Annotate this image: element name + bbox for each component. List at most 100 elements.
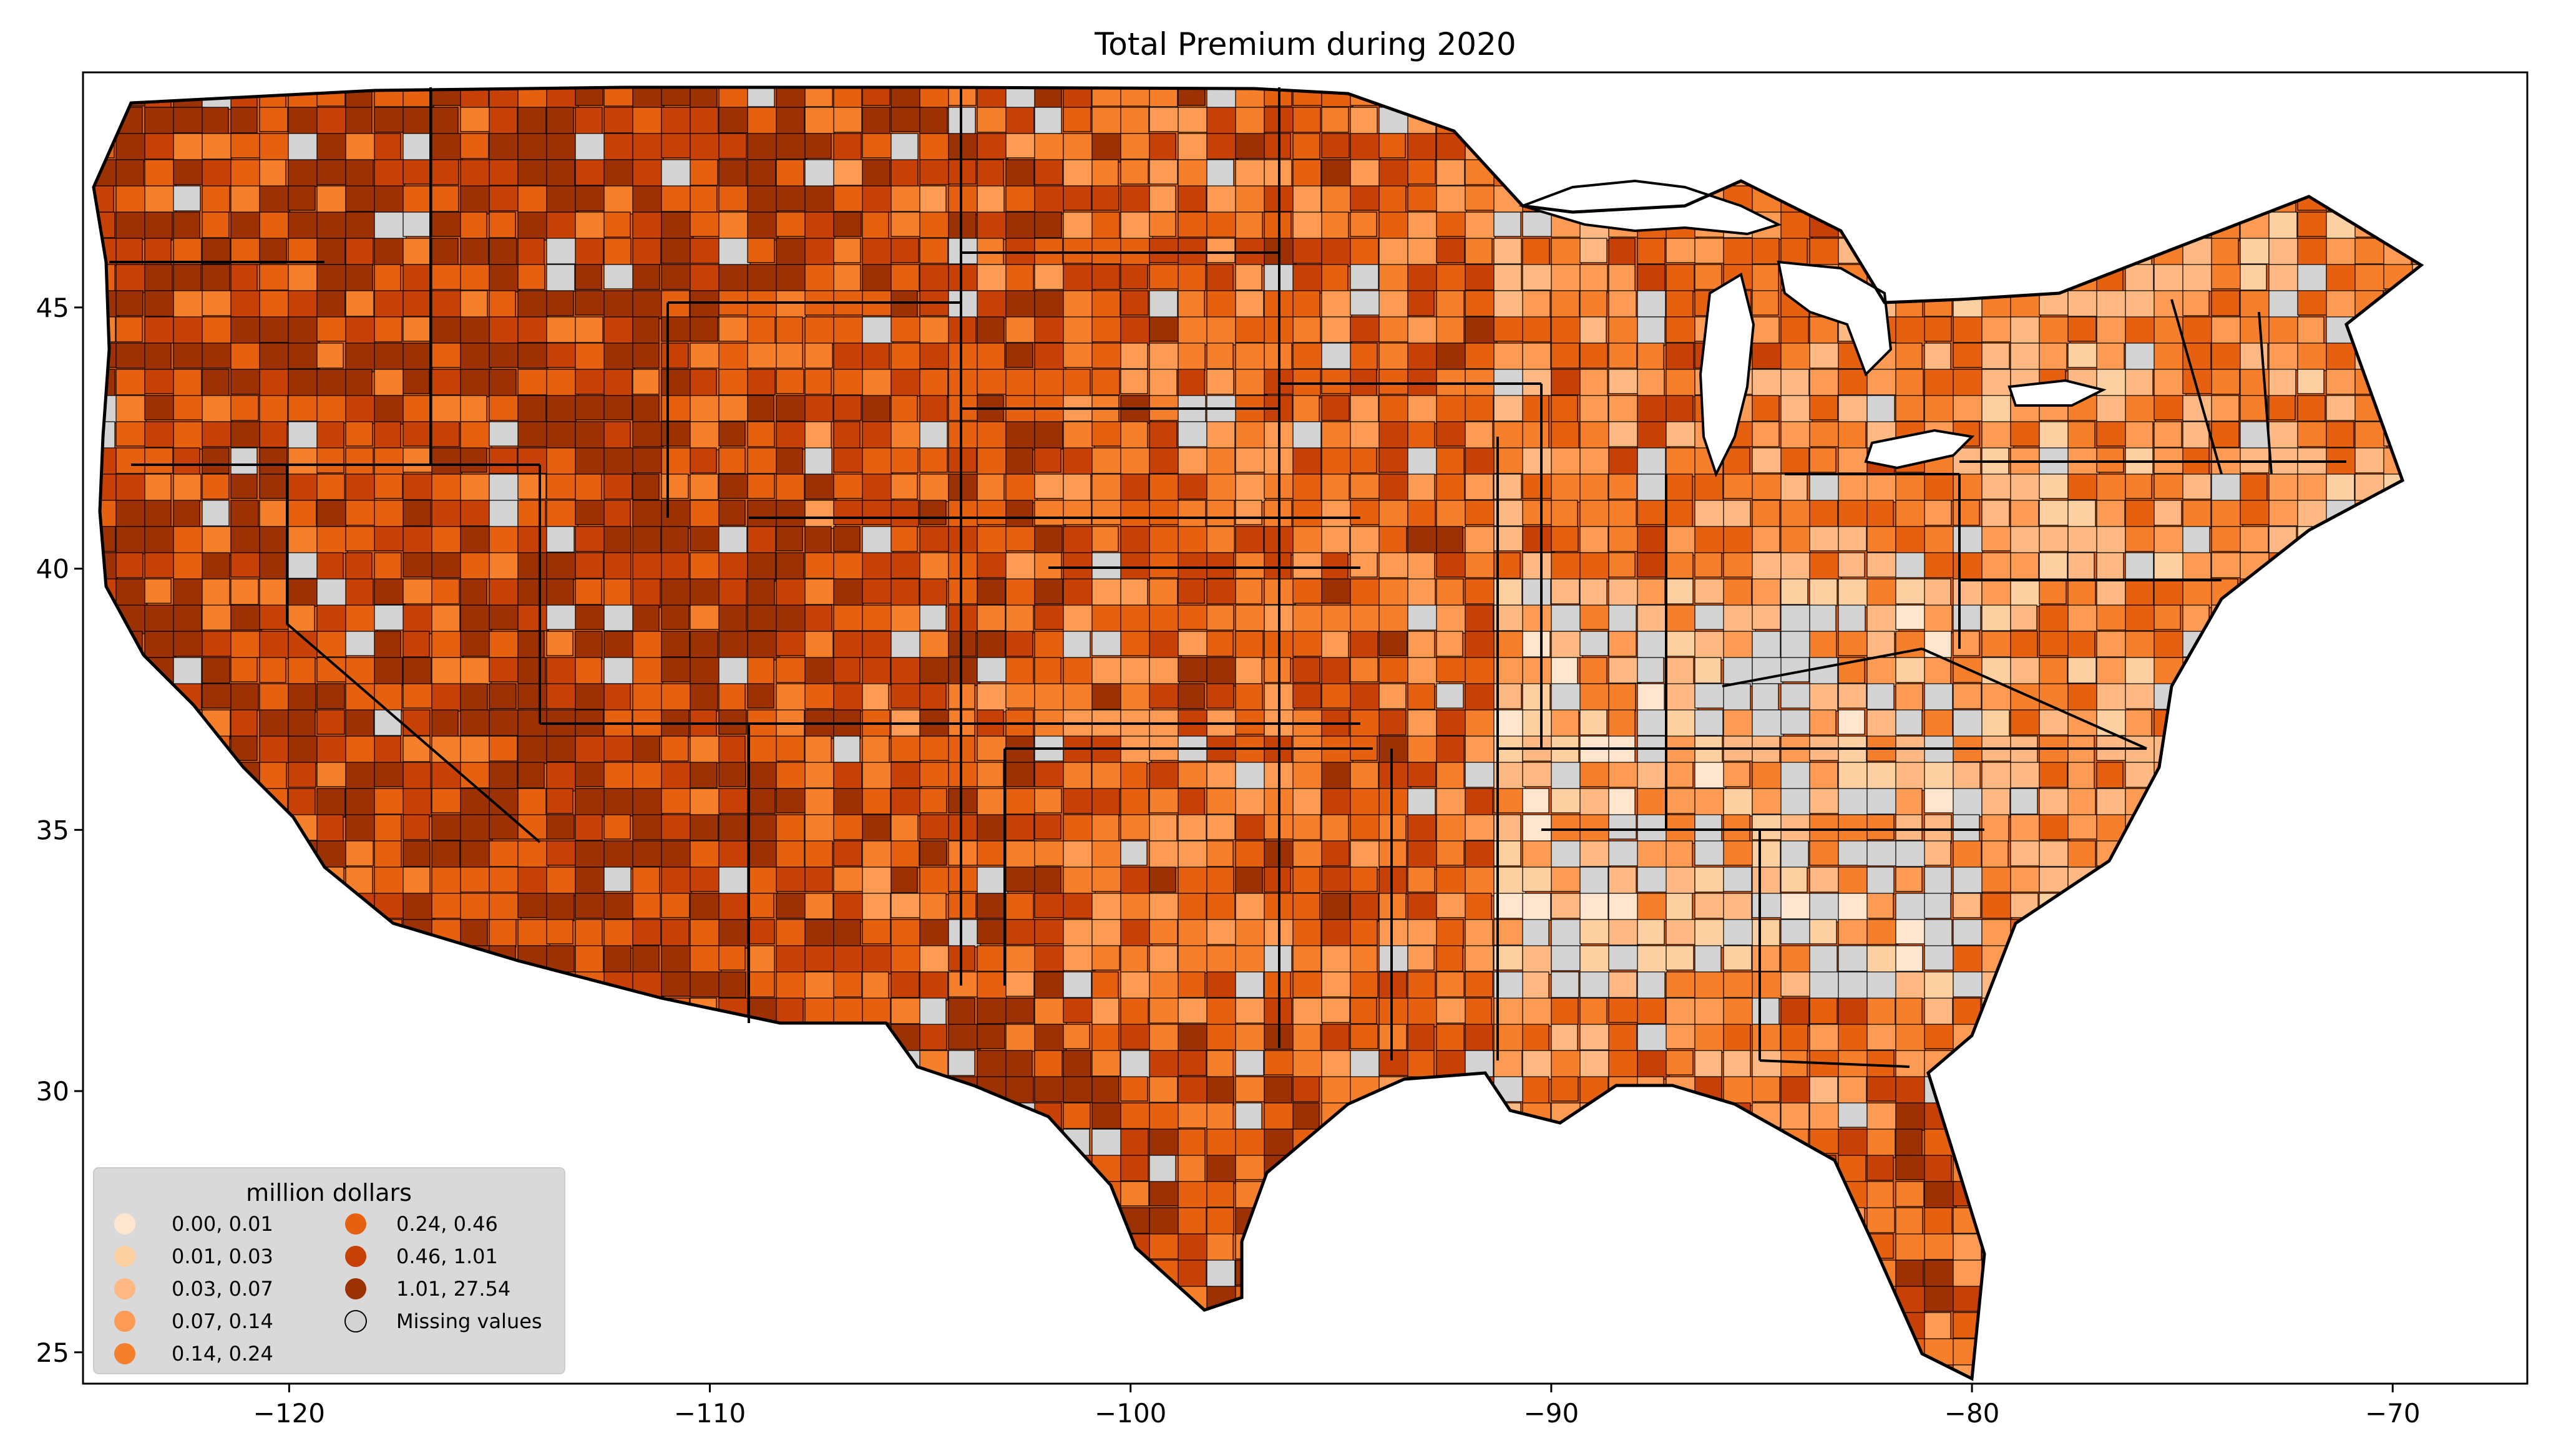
- county-cell: [862, 526, 894, 554]
- county-cell: [1953, 683, 1982, 709]
- county-cell: [115, 369, 145, 396]
- county-cell: [1809, 578, 1838, 606]
- county-cell: [173, 395, 205, 420]
- county-cell: [862, 238, 892, 267]
- legend-swatch: [114, 1343, 135, 1364]
- county-cell: [1579, 369, 1608, 399]
- county-cell: [517, 421, 549, 447]
- x-tick-label: −120: [253, 1398, 325, 1429]
- county-cell: [402, 893, 436, 922]
- county-cell: [2039, 866, 2069, 893]
- county-cell: [575, 866, 605, 896]
- county-cell: [1120, 369, 1148, 394]
- county-cell: [1321, 657, 1350, 686]
- county-cell: [1235, 500, 1262, 525]
- county-cell: [431, 264, 463, 290]
- county-cell: [2268, 290, 2300, 318]
- county-cell: [489, 447, 518, 474]
- county-cell: [718, 578, 747, 607]
- county-cell: [2211, 238, 2239, 266]
- county-cell: [259, 683, 289, 711]
- county-cell: [1235, 264, 1262, 291]
- county-cell: [1608, 919, 1639, 946]
- county-cell: [948, 814, 978, 841]
- county-cell: [1809, 421, 1840, 447]
- county-cell: [173, 631, 205, 657]
- county-cell: [632, 185, 665, 215]
- county-cell: [1436, 709, 1469, 736]
- county-cell: [1838, 945, 1868, 972]
- county-cell: [890, 290, 918, 320]
- county-cell: [1551, 683, 1584, 713]
- lake-huron: [1777, 260, 1893, 377]
- county-cell: [1981, 526, 2014, 551]
- county-cell: [833, 133, 862, 162]
- county-cell: [1034, 814, 1061, 840]
- county-cell: [1120, 1024, 1153, 1050]
- county-cell: [1149, 1102, 1180, 1130]
- county-cell: [1321, 631, 1349, 659]
- county-cell: [1034, 866, 1061, 895]
- county-cell: [1608, 369, 1638, 394]
- county-cell: [1206, 1128, 1237, 1158]
- county-cell: [1551, 552, 1583, 581]
- county-cell: [402, 709, 431, 736]
- county-cell: [1895, 1050, 1925, 1080]
- county-cell: [747, 866, 778, 894]
- county-cell: [833, 552, 866, 580]
- legend-swatch: [345, 1213, 366, 1235]
- county-cell: [1579, 631, 1609, 656]
- county-cell: [776, 526, 803, 551]
- county-cell: [661, 604, 690, 630]
- county-cell: [1809, 893, 1841, 923]
- county-cell: [1780, 395, 1813, 425]
- county-cell: [575, 421, 605, 451]
- county-cell: [747, 107, 780, 136]
- county-cell: [1866, 1155, 1894, 1181]
- county-cell: [1723, 971, 1755, 998]
- county-cell: [2010, 500, 2039, 529]
- county-cell: [2010, 552, 2039, 580]
- county-cell: [776, 683, 809, 713]
- county-cell: [1895, 683, 1923, 712]
- county-cell: [1838, 421, 1866, 451]
- county-cell: [1206, 866, 1234, 895]
- county-cell: [1694, 631, 1727, 661]
- county-cell: [1407, 840, 1437, 870]
- county-cell: [1292, 211, 1325, 241]
- county-cell: [1178, 814, 1207, 841]
- county-cell: [1838, 893, 1870, 923]
- county-cell: [374, 342, 404, 372]
- county-cell: [489, 185, 522, 211]
- county-cell: [948, 500, 979, 530]
- county-cell: [1637, 290, 1666, 318]
- county-cell: [1235, 683, 1263, 711]
- county-cell: [776, 788, 806, 813]
- county-cell: [718, 185, 751, 211]
- county-cell: [1034, 87, 1062, 108]
- county-cell: [603, 919, 633, 949]
- county-cell: [1924, 840, 1951, 866]
- county-cell: [1120, 1076, 1148, 1102]
- county-cell: [747, 604, 778, 631]
- county-cell: [948, 342, 979, 370]
- county-cell: [718, 814, 749, 843]
- county-cell: [2297, 342, 2327, 371]
- county-cell: [1321, 1050, 1353, 1080]
- county-cell: [1292, 1024, 1321, 1052]
- county-cell: [144, 264, 173, 291]
- county-cell: [2096, 788, 2126, 817]
- county-cell: [374, 657, 403, 686]
- county-cell: [1579, 919, 1610, 944]
- county-cell: [431, 893, 464, 919]
- county-cell: [202, 526, 232, 556]
- county-cell: [1493, 657, 1526, 686]
- county-cell: [890, 133, 919, 162]
- county-cell: [2067, 421, 2095, 449]
- county-cell: [2268, 369, 2296, 397]
- county-cell: [890, 447, 919, 473]
- county-cell: [1091, 997, 1119, 1027]
- county-cell: [948, 788, 980, 813]
- county-cell: [575, 395, 605, 420]
